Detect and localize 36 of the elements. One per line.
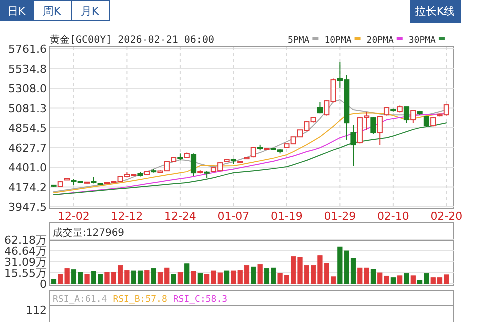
text: 月K xyxy=(80,5,100,18)
y-tick-label: 4401.0 xyxy=(8,162,47,174)
text: RSI_B:57.8 xyxy=(113,295,168,305)
y-tick-label: 31.09万 xyxy=(4,256,47,269)
y-tick-label: 5308.0 xyxy=(8,82,47,96)
x-tick-label: 12-02 xyxy=(58,210,90,223)
y-tick-label: 46.64万 xyxy=(4,244,47,258)
x-tick-label: 12-12 xyxy=(111,210,144,223)
legend-label: 10PMA xyxy=(324,36,352,46)
y-tick-label: 62.18万 xyxy=(4,234,47,247)
x-tick-label: 02-20 xyxy=(430,210,463,223)
y-tick-label: 5534.8 xyxy=(8,62,47,76)
chart-title: 黄金[GC00Y] 2026-02-21 06:00 xyxy=(50,34,214,46)
x-tick-label: 01-19 xyxy=(270,210,303,223)
y-tick-label: 15.55万 xyxy=(4,266,47,280)
y-tick-label: 3947.5 xyxy=(8,201,47,214)
y-tick-label: 0 xyxy=(40,278,47,291)
x-tick-label: 01-29 xyxy=(324,210,356,223)
text: RSI_C:58.3 xyxy=(173,295,228,305)
legend-label: 30PMA xyxy=(408,36,437,46)
x-tick-label: 02-10 xyxy=(377,210,410,223)
y-tick-label: 4854.5 xyxy=(8,122,47,136)
y-tick-label: 5081.3 xyxy=(8,102,47,116)
text: 周K xyxy=(42,5,62,18)
y-tick-label: 4627.7 xyxy=(8,142,47,155)
text: 拉长K线 xyxy=(414,5,456,18)
y-tick-label: 4174.2 xyxy=(8,181,47,194)
chart-title: 成交量:127969 xyxy=(53,227,125,239)
text: 112 xyxy=(26,304,47,317)
y-tick-label: 5761.6 xyxy=(8,43,47,56)
legend-label: 20PMA xyxy=(366,36,394,46)
legend-label: 5PMA xyxy=(288,36,310,46)
x-tick-label: 12-24 xyxy=(164,210,196,223)
text: 日K xyxy=(7,5,26,18)
text: RSI_A:61.4 xyxy=(53,295,108,305)
x-tick-label: 01-07 xyxy=(218,210,250,223)
